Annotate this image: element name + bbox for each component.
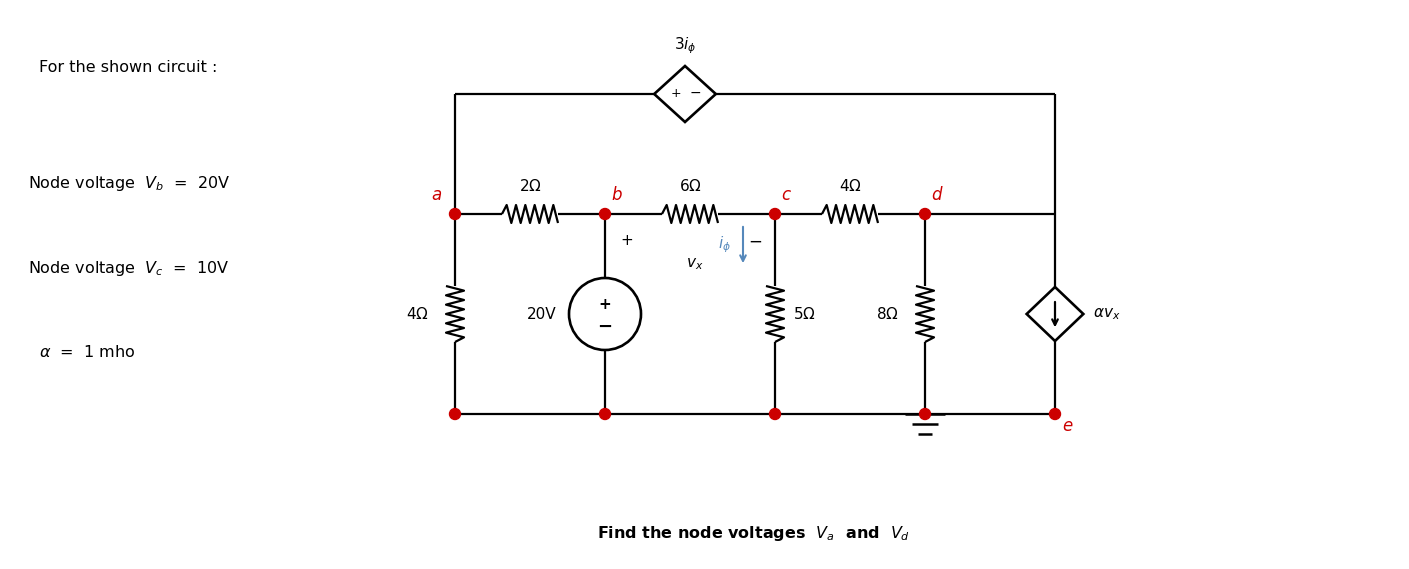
Text: $2\Omega$: $2\Omega$ [519, 178, 541, 194]
Text: a: a [431, 186, 442, 204]
Circle shape [449, 208, 461, 220]
Text: b: b [612, 186, 621, 204]
Text: −: − [597, 318, 613, 336]
Circle shape [1050, 409, 1061, 419]
Text: Find the node voltages  $V_a$  and  $V_d$: Find the node voltages $V_a$ and $V_d$ [597, 525, 910, 543]
Text: $5\Omega$: $5\Omega$ [793, 306, 816, 322]
Text: For the shown circuit :: For the shown circuit : [39, 60, 218, 75]
Text: $\alpha$  =  1 mho: $\alpha$ = 1 mho [39, 344, 135, 360]
Text: $3i_{\phi}$: $3i_{\phi}$ [674, 35, 696, 56]
Text: $6\Omega$: $6\Omega$ [679, 178, 702, 194]
Text: −: − [748, 233, 762, 251]
Text: c: c [781, 186, 790, 204]
Text: −: − [689, 86, 700, 100]
Text: +: + [671, 86, 682, 100]
Circle shape [920, 409, 930, 419]
Text: e: e [1062, 417, 1072, 435]
Text: $8\Omega$: $8\Omega$ [876, 306, 899, 322]
Circle shape [599, 208, 610, 220]
Text: $i_{\phi}$: $i_{\phi}$ [719, 234, 731, 255]
Text: +: + [620, 233, 634, 248]
Text: d: d [931, 186, 941, 204]
Circle shape [769, 208, 781, 220]
Text: Node voltage  $V_c$  =  10V: Node voltage $V_c$ = 10V [28, 259, 230, 278]
Text: $4\Omega$: $4\Omega$ [406, 306, 428, 322]
Text: +: + [599, 296, 612, 311]
Text: $\alpha v_x$: $\alpha v_x$ [1093, 306, 1120, 322]
Circle shape [920, 208, 930, 220]
Text: Node voltage  $V_b$  =  20V: Node voltage $V_b$ = 20V [28, 174, 231, 192]
Circle shape [449, 409, 461, 419]
Circle shape [599, 409, 610, 419]
Text: 20V: 20V [527, 307, 557, 321]
Circle shape [769, 409, 781, 419]
Text: $v_x$: $v_x$ [686, 256, 703, 272]
Text: $4\Omega$: $4\Omega$ [838, 178, 861, 194]
